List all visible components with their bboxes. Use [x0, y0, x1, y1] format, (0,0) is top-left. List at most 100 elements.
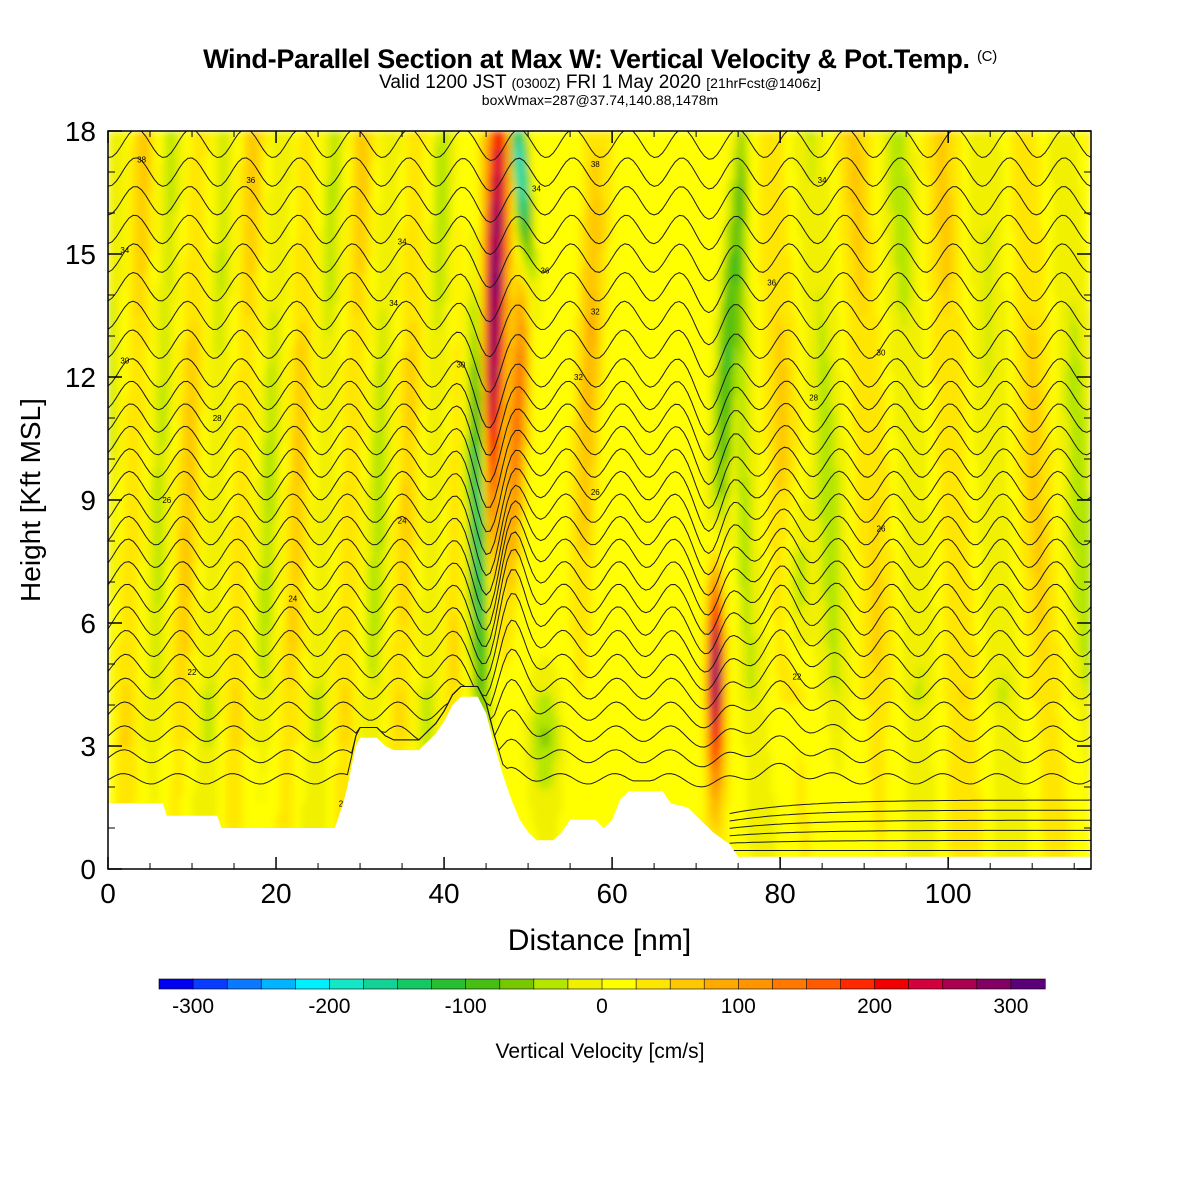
w-cell	[259, 377, 264, 569]
w-cell	[759, 284, 764, 550]
w-cell	[523, 143, 529, 157]
w-cell	[330, 131, 336, 304]
w-cell	[931, 703, 937, 772]
w-cell	[175, 450, 180, 869]
w-cell	[670, 131, 676, 869]
w-cell	[381, 549, 386, 704]
w-cell	[717, 536, 722, 550]
w-cell	[738, 174, 743, 286]
w-cell	[1011, 586, 1016, 869]
w-cell	[376, 131, 382, 206]
w-cell	[145, 346, 151, 489]
w-cell	[817, 703, 823, 869]
w-cell	[1086, 131, 1091, 157]
w-cell	[229, 518, 235, 869]
w-cell	[523, 512, 529, 710]
w-cell	[788, 549, 794, 618]
w-cell	[578, 131, 584, 218]
w-cell	[742, 746, 748, 869]
w-cell	[192, 500, 197, 655]
w-cell	[872, 229, 878, 501]
theta-contour	[108, 72, 1091, 101]
w-cell	[860, 149, 865, 316]
w-cell	[1002, 290, 1008, 673]
w-cell	[481, 475, 487, 501]
w-cell	[284, 131, 290, 304]
w-cell	[234, 131, 239, 372]
w-cell	[935, 463, 941, 869]
w-cell	[456, 131, 462, 224]
w-cell	[271, 131, 277, 310]
w-cell	[691, 131, 697, 869]
w-cell	[360, 438, 365, 692]
w-cell	[502, 260, 508, 310]
w-cell	[498, 131, 504, 150]
theta-contour	[108, 548, 1091, 648]
w-cell	[238, 131, 243, 163]
svg-text:28: 28	[809, 394, 818, 403]
w-cell	[549, 659, 554, 698]
w-cell	[1011, 229, 1016, 587]
w-cell	[675, 131, 680, 869]
w-cell	[515, 401, 521, 433]
w-cell	[536, 659, 542, 698]
w-cell	[931, 604, 937, 704]
w-cell	[1015, 647, 1021, 869]
w-cell	[906, 174, 911, 304]
w-cell	[511, 223, 517, 298]
w-cell	[721, 493, 727, 519]
w-cell	[805, 641, 811, 815]
w-cell	[292, 241, 298, 427]
w-cell	[1082, 407, 1088, 686]
w-cell	[574, 684, 580, 869]
w-cell	[255, 131, 260, 206]
w-cell	[124, 131, 130, 396]
w-cell	[481, 210, 487, 384]
w-cell	[717, 721, 722, 741]
w-cell	[523, 272, 529, 286]
theta-contour	[108, 531, 1091, 631]
w-cell	[494, 297, 500, 347]
w-cell	[591, 131, 596, 163]
w-cell	[834, 309, 840, 470]
w-cell	[519, 198, 525, 212]
svg-text:24: 24	[398, 517, 407, 526]
w-cell	[154, 469, 159, 692]
w-cell	[523, 167, 529, 181]
w-cell	[1057, 715, 1063, 869]
w-cell	[708, 592, 714, 606]
w-cell	[360, 690, 365, 747]
w-cell	[1065, 807, 1071, 869]
w-cell	[418, 131, 424, 409]
theta-contour	[108, 214, 1091, 256]
w-cell	[448, 131, 454, 304]
w-cell	[389, 475, 395, 643]
w-cell	[519, 315, 525, 347]
w-cell	[473, 364, 479, 403]
w-cell	[469, 229, 475, 304]
w-cell	[826, 131, 832, 175]
valid-time: Valid 1200 JST (0300Z) FRI 1 May 2020 [2…	[0, 72, 1200, 94]
w-cell	[708, 524, 714, 550]
w-cell	[889, 210, 895, 372]
w-cell	[150, 383, 155, 858]
w-cell	[838, 370, 844, 772]
w-cell	[1040, 506, 1046, 661]
w-cell	[108, 709, 113, 869]
w-cell	[767, 549, 773, 753]
w-cell	[334, 764, 340, 869]
w-cell	[792, 586, 798, 643]
w-cell	[494, 463, 500, 489]
w-cell	[721, 567, 727, 593]
w-cell	[297, 131, 302, 138]
theta-contour	[108, 619, 1091, 697]
w-cell	[208, 746, 214, 869]
w-cell	[263, 131, 269, 150]
w-cell	[712, 666, 718, 686]
w-cell	[788, 703, 794, 869]
w-cell	[1061, 758, 1067, 869]
w-cell	[717, 752, 722, 765]
w-cell	[225, 444, 231, 630]
valid-date: FRI 1 May 2020	[565, 72, 701, 93]
w-cell	[1028, 518, 1033, 698]
